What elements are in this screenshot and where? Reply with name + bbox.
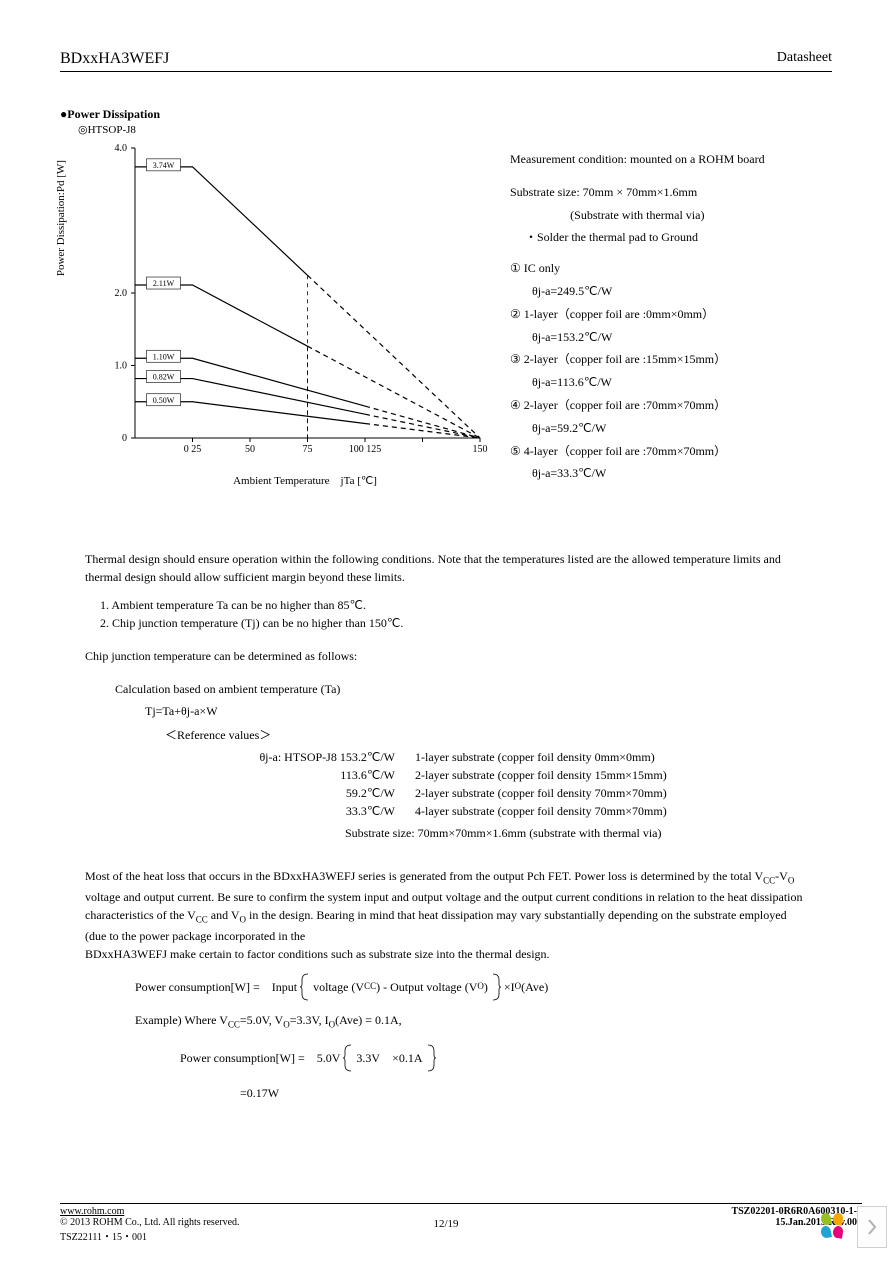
note-measurement: Measurement condition: mounted on a ROHM… [510,148,765,171]
power-consumption-example: Power consumption[W] = 5.0V 3.3V ×0.1A [180,1044,807,1072]
package-label: ◎HTSOP-J8 [78,123,832,136]
power-consumption-formula: Power consumption[W] = Input voltage (VC… [135,973,807,1001]
svg-text:2.11W: 2.11W [153,279,175,288]
note-item-1: ① IC only [510,257,765,280]
note-item-3: ③ 2-layer（copper foil are :15mm×15mm） [510,348,765,371]
next-page-button[interactable] [857,1206,887,1248]
svg-text:0.82W: 0.82W [153,373,175,382]
reference-row-4: 33.3℃/W4-layer substrate (copper foil de… [115,802,807,820]
note-item-2-theta: θj-a=153.2℃/W [532,326,765,349]
y-axis-label: Power Dissipation:Pd [W] [55,160,67,276]
svg-text:75: 75 [303,444,313,455]
x-axis-label: Ambient Temperature jTa [℃] [120,474,490,487]
note-item-2: ② 1-layer（copper foil are :0mm×0mm） [510,303,765,326]
reference-values-title: ＜Reference values＞ [165,726,807,744]
chevron-right-icon [867,1219,877,1235]
svg-text:100 125: 100 125 [349,444,382,455]
footer-tsz: TSZ22111・15・001 [60,1228,240,1243]
section-title: ●Power Dissipation [60,107,832,122]
svg-text:2.0: 2.0 [115,288,128,299]
svg-text:1.0: 1.0 [115,361,128,372]
note-item-3-theta: θj-a=113.6℃/W [532,371,765,394]
svg-text:4.0: 4.0 [115,143,128,154]
thermal-design-para: Thermal design should ensure operation w… [85,550,807,586]
chart-side-notes: Measurement condition: mounted on a ROHM… [510,138,765,485]
svg-text:150: 150 [473,444,488,455]
note-solder: ・Solder the thermal pad to Ground [525,226,765,249]
heat-loss-para: Most of the heat loss that occurs in the… [85,867,807,963]
note-item-4-theta: θj-a=59.2℃/W [532,417,765,440]
svg-text:0.50W: 0.50W [153,396,175,405]
chart-svg: 0 1.0 2.0 4.0 0 25 50 75 100 125 150 3.74W 2.11W 1.… [60,138,490,468]
footer-copyright: © 2013 ROHM Co., Ltd. All rights reserve… [60,1217,240,1228]
footer-url: www.rohm.com [60,1206,240,1217]
reference-row-2: 113.6℃/W2-layer substrate (copper foil d… [115,766,807,784]
power-consumption-result: =0.17W [240,1084,807,1102]
svg-text:0 25: 0 25 [184,444,202,455]
junction-temp-intro: Chip junction temperature can be determi… [85,647,807,665]
condition-2: 2. Chip junction temperature (Tj) can be… [100,614,807,632]
svg-text:50: 50 [245,444,255,455]
reference-row-1: θj-a: HTSOP-J8 153.2℃/W1-layer substrate… [115,748,807,766]
calc-equation: Tj=Ta+θj-a×W [145,702,807,720]
power-dissipation-chart: Power Dissipation:Pd [W] 01.02.04.00 255… [60,138,490,483]
page-header: BDxxHA3WEFJ Datasheet [60,50,832,72]
svg-text:3.74W: 3.74W [153,161,175,170]
brand-logo-icon [821,1213,849,1241]
note-substrate-size: Substrate size: 70mm × 70mm×1.6mm [510,181,765,204]
condition-1: 1. Ambient temperature Ta can be no high… [100,596,807,614]
note-item-5-theta: θj-a=33.3℃/W [532,462,765,485]
part-number: BDxxHA3WEFJ [60,50,169,68]
reference-row-3: 59.2℃/W2-layer substrate (copper foil de… [115,784,807,802]
note-item-5: ⑤ 4-layer（copper foil are :70mm×70mm） [510,440,765,463]
svg-text:1.10W: 1.10W [153,352,175,361]
ref-substrate-note: Substrate size: 70mm×70mm×1.6mm (substra… [345,824,807,842]
note-substrate-via: (Substrate with thermal via) [510,204,765,227]
doc-type: Datasheet [777,50,832,68]
page-footer: www.rohm.com © 2013 ROHM Co., Ltd. All r… [60,1203,862,1243]
note-item-4: ④ 2-layer（copper foil are :70mm×70mm） [510,394,765,417]
note-item-1-theta: θj-a=249.5℃/W [532,280,765,303]
calc-title: Calculation based on ambient temperature… [115,680,807,698]
svg-text:0: 0 [122,433,127,444]
example-label: Example) Where VCC=5.0V, VO=3.3V, IO(Ave… [135,1011,807,1032]
